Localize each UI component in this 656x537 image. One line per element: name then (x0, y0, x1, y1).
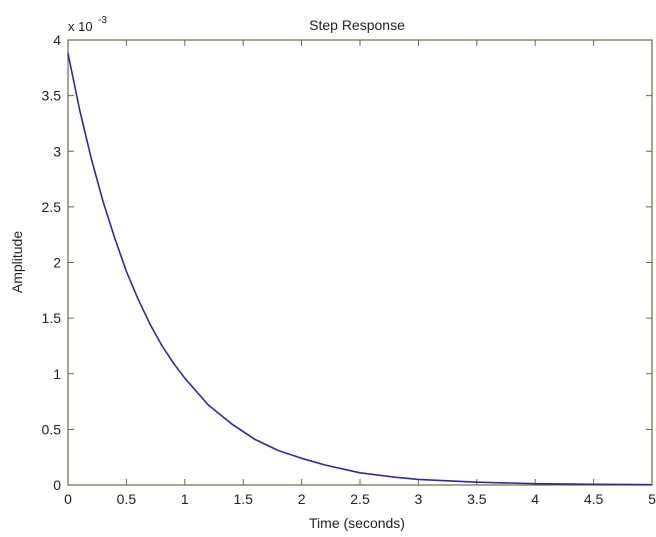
x-tick-label: 4 (531, 491, 539, 507)
chart-title: Step Response (309, 17, 405, 33)
y-tick-label: 1.5 (42, 310, 62, 326)
series-line (67, 53, 653, 486)
y-tick-label: 0 (53, 477, 61, 493)
x-axis-label: Time (seconds) (309, 515, 405, 531)
y-axis-label: Amplitude (9, 231, 25, 293)
x-tick-label: 3.5 (467, 491, 487, 507)
y-multiplier-exponent: -3 (98, 15, 107, 26)
y-tick-label: 1 (53, 366, 61, 382)
x-tick-label: 3 (415, 491, 423, 507)
plot-frame (67, 39, 653, 486)
y-multiplier-base: x 10 (68, 19, 93, 34)
x-tick-label: 0 (64, 491, 72, 507)
x-tick-label: 2 (298, 491, 306, 507)
x-tick-label: 2.5 (350, 491, 370, 507)
y-tick-label: 3.5 (42, 88, 62, 104)
y-multiplier: x 10 -3 (68, 15, 107, 34)
y-tick-label: 4 (53, 32, 61, 48)
y-tick-label: 3 (53, 143, 61, 159)
x-tick-label: 1.5 (233, 491, 253, 507)
x-tick-label: 0.5 (117, 491, 137, 507)
y-tick-label: 2 (53, 255, 61, 271)
x-tick-label: 1 (181, 491, 189, 507)
y-tick-label: 2.5 (42, 199, 62, 215)
x-tick-label: 5 (648, 491, 656, 507)
y-tick-label: 0.5 (42, 421, 62, 437)
x-tick-label: 4.5 (584, 491, 604, 507)
plot-area: 0 0.5 1 1.5 2 2.5 3 3.5 4 4.5 5 0 0.5 1 1.5 2 2.5 3 3.5 4 (42, 32, 656, 507)
